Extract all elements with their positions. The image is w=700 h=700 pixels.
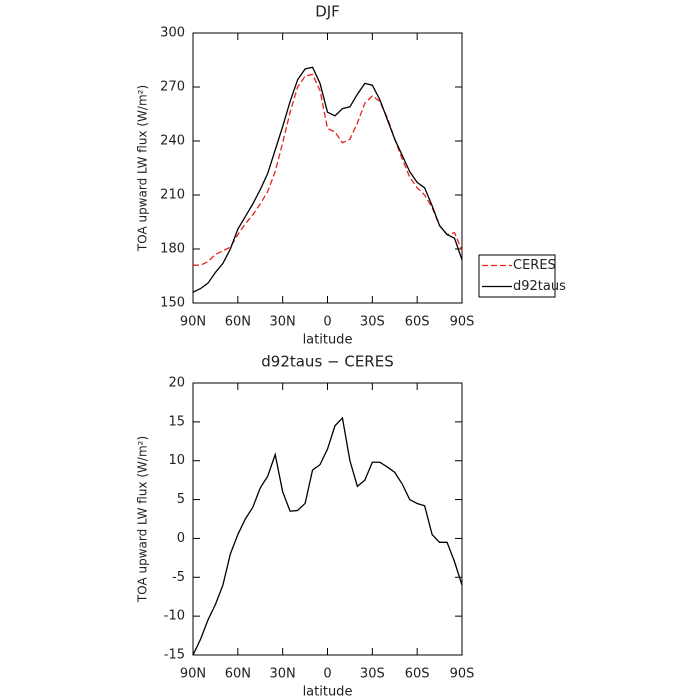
x-tick-label: 60N: [225, 667, 251, 682]
legend-box: [478, 254, 556, 298]
y-tick-label: 270: [160, 80, 185, 95]
legend-label: d92taus: [513, 279, 566, 294]
y-axis-label: TOA upward LW flux (W/m²): [136, 85, 150, 252]
x-tick-label: 90N: [180, 667, 206, 682]
y-tick-label: 0: [177, 531, 185, 546]
x-axis-label: latitude: [303, 333, 353, 348]
y-tick-label: 210: [160, 188, 185, 203]
data-line: [192, 416, 463, 656]
y-tick-label: 240: [160, 134, 185, 149]
y-tick-label: 300: [160, 26, 185, 41]
chart-title: DJF: [315, 3, 340, 21]
plot-frame: [192, 32, 463, 304]
y-tick-label: 15: [168, 414, 185, 429]
y-tick-label: 10: [168, 453, 185, 468]
chart-title: d92taus − CERES: [261, 353, 393, 371]
y-tick-label: -10: [164, 609, 185, 624]
y-tick-label: 5: [177, 492, 185, 507]
x-axis-label: latitude: [303, 685, 353, 700]
series-line: [193, 73, 463, 266]
x-tick-label: 30N: [270, 315, 296, 330]
y-tick-label: 180: [160, 242, 185, 257]
y-axis-label: TOA upward LW flux (W/m²): [136, 436, 150, 603]
x-tick-label: 0: [323, 667, 331, 682]
x-tick-label: 60S: [405, 667, 430, 682]
x-tick-label: 90N: [180, 315, 206, 330]
y-tick-label: 20: [168, 376, 185, 391]
y-tick-label: -5: [172, 570, 185, 585]
y-tick-label: 150: [160, 296, 185, 311]
x-tick-label: 60N: [225, 315, 251, 330]
plot-frame: [192, 382, 463, 656]
y-tick-label: -15: [164, 648, 185, 663]
x-tick-label: 30S: [360, 315, 385, 330]
legend-label: CERES: [513, 258, 556, 273]
x-tick-label: 90S: [450, 667, 475, 682]
series-line: [192, 66, 463, 293]
x-tick-label: 90S: [450, 315, 475, 330]
x-tick-label: 30N: [270, 667, 296, 682]
x-tick-label: 0: [323, 315, 331, 330]
x-tick-label: 30S: [360, 667, 385, 682]
x-tick-label: 60S: [405, 315, 430, 330]
